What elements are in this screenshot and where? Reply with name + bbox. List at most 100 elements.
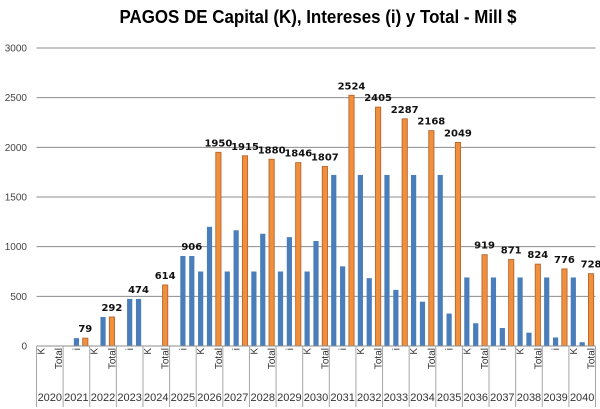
bar-2036-i [473,323,479,346]
category-tick-label: K [516,348,527,355]
bar-2040-total [588,273,595,347]
bar-2032-k [357,174,363,346]
category-tick-label: K [356,348,367,355]
data-label-2032: 2405 [364,93,392,104]
y-axis-tick-labels: 0 500 1000 1500 2000 2500 3000 [5,44,28,353]
category-tick-label: K [143,348,154,355]
year-label: 2038 [517,392,541,404]
bar-2022-total [108,316,115,347]
data-label-2027: 1915 [231,142,259,153]
bar-2037-k [490,277,497,346]
bar-2032-total [375,106,382,347]
data-label-2021: 79 [78,324,92,335]
year-label: 2027 [224,392,248,404]
bar-2021-i [73,338,80,346]
bar-2040-k [570,277,576,346]
bar-2035-k [437,174,443,346]
data-label-2030: 1807 [311,153,339,164]
category-tick-label: Total [54,348,65,369]
data-label-2037: 871 [501,245,522,256]
bar-2038-k [517,277,523,346]
category-tick-label: K [90,348,101,355]
year-label: 2021 [64,392,88,404]
data-label-2024: 614 [155,271,176,282]
bar-2029-k [277,271,284,346]
y-tick-label: 1000 [5,242,28,253]
bar-2034-i [419,301,426,346]
bar-2034-total [428,130,435,347]
bar-2039-k [544,277,550,346]
y-tick-label: 500 [10,292,27,303]
category-tick-label: Total [161,348,172,369]
bar-2033-total [401,118,408,347]
bar-2030-k [304,271,310,346]
year-label: 2024 [144,392,168,404]
year-label: 2037 [490,392,514,404]
category-tick-label: Total [107,348,118,369]
data-label-2040: 728 [581,260,600,271]
y-tick-label: 1500 [5,193,28,204]
year-label: 2026 [197,392,221,404]
bar-2027-total [241,155,249,347]
data-label-2026: 1950 [204,138,232,149]
category-tick-label: Total [533,348,544,369]
y-tick-label: 2000 [5,143,28,154]
data-label-2033: 2287 [391,105,419,116]
data-label-2025: 906 [181,242,202,253]
bar-2023-total [135,298,142,346]
bar-2037-i [499,328,505,346]
bar-2031-i [340,266,346,346]
bars [73,94,595,347]
data-label-2031: 2524 [338,81,366,92]
bar-2025-total [189,256,195,346]
category-tick-label: i [338,348,349,350]
year-label: 2029 [277,392,301,404]
data-label-2036: 919 [474,241,495,252]
bar-2032-i [366,278,372,346]
category-tick-label: i [232,348,243,350]
category-tick-label: Total [480,348,491,369]
data-label-2029: 1846 [284,149,312,160]
bar-2021-total [82,337,89,347]
bar-2026-total [215,151,222,347]
category-tick-label: i [72,348,83,350]
year-label: 2020 [38,392,62,404]
bar-2028-total [268,158,275,347]
bar-2039-total [561,268,568,347]
category-tick-label: K [569,348,580,355]
bar-2027-k [224,271,230,346]
bar-2030-total [321,166,328,347]
bar-2022-i [100,316,106,346]
data-label-2039: 776 [554,255,575,266]
bar-2029-i [286,237,292,346]
year-label: 2028 [251,392,275,404]
bar-2027-i [233,230,239,346]
year-label: 2033 [384,392,408,404]
bar-2031-k [331,174,337,346]
bar-2038-total [534,263,541,347]
year-label: 2034 [410,392,434,404]
category-tick-label: K [249,348,260,355]
data-label-2038: 824 [527,250,548,261]
bar-2037-total [508,259,515,347]
category-tick-label: i [445,348,456,350]
bar-2029-total [295,162,302,347]
category-tick-label: i [551,348,562,350]
year-label: 2039 [543,392,567,404]
category-tick-label: i [285,348,296,350]
category-tick-label: i [498,348,509,350]
category-tick-label: K [409,348,420,355]
bar-2034-k [411,174,417,346]
category-tick-label: Total [320,348,331,369]
year-label: 2025 [171,392,195,404]
category-tick-label: K [303,348,314,355]
category-tick-label: i [125,348,136,350]
bar-2036-k [464,277,470,346]
bar-2028-k [251,271,257,346]
y-tick-label: 0 [21,342,27,353]
year-label: 2036 [463,392,487,404]
bar-2035-i [446,313,452,346]
data-label-2022: 292 [101,303,122,314]
data-label-2035: 2049 [444,128,472,139]
